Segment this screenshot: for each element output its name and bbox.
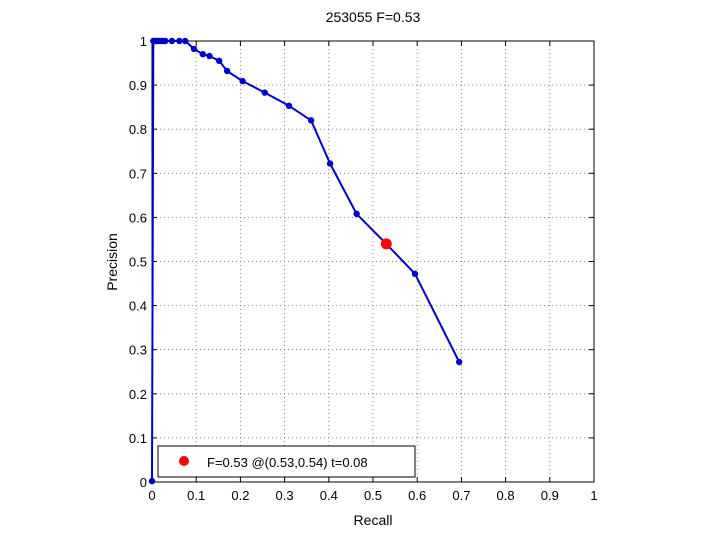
pr-curve-point bbox=[162, 37, 169, 45]
x-axis-label: Recall bbox=[354, 512, 393, 528]
x-tick-label: 0.8 bbox=[497, 488, 515, 503]
pr-curve-point bbox=[199, 51, 207, 58]
y-tick-label: 0.9 bbox=[129, 78, 147, 93]
pr-curve-point bbox=[307, 117, 315, 124]
pr-curve-point bbox=[326, 160, 334, 167]
best-f-marker-group bbox=[380, 238, 392, 250]
pr-curve-point bbox=[455, 358, 463, 366]
best-f-marker bbox=[380, 238, 392, 250]
x-tick-label: 0.3 bbox=[276, 488, 294, 503]
legend-marker bbox=[179, 456, 189, 466]
x-tick-label: 0.2 bbox=[231, 488, 249, 503]
x-tick-label: 0.9 bbox=[541, 488, 559, 503]
legend-box bbox=[157, 445, 416, 478]
y-axis-label: Precision bbox=[104, 233, 120, 291]
chart-title: 253055 F=0.53 bbox=[326, 9, 421, 25]
y-tick-label: 0.6 bbox=[129, 210, 147, 225]
x-tick-label: 0.5 bbox=[364, 488, 382, 503]
x-tick-label: 0.1 bbox=[187, 488, 205, 503]
pr-curve bbox=[148, 37, 463, 485]
pr-curve-point bbox=[168, 37, 176, 45]
y-tick-label: 1 bbox=[140, 34, 147, 49]
y-tick-label: 0.2 bbox=[129, 387, 147, 402]
pr-curve-point bbox=[353, 210, 360, 218]
axis-ticks: 0 0.1 0.2 0.3 0.4 0.5 0.6 0.7 0.8 0.9 1 0 0.1 0.2 0.3 0… bbox=[129, 34, 598, 503]
y-tick-label: 0.7 bbox=[129, 166, 147, 181]
x-tick-label: 0 bbox=[148, 488, 155, 503]
pr-curve-point bbox=[285, 102, 293, 110]
pr-curve-point bbox=[190, 45, 198, 53]
y-tick-label: 0.8 bbox=[129, 122, 147, 137]
pr-curve-point bbox=[261, 89, 268, 96]
y-tick-label: 0 bbox=[140, 475, 147, 490]
pr-curve-point bbox=[223, 67, 231, 75]
y-tick-label: 0.3 bbox=[129, 343, 147, 358]
grid-lines bbox=[152, 41, 594, 482]
pr-curve-point bbox=[239, 77, 246, 85]
x-tick-label: 0.4 bbox=[320, 488, 338, 503]
pr-curve-point bbox=[411, 270, 419, 278]
legend: F=0.53 @(0.53,0.54) t=0.08 bbox=[157, 445, 416, 478]
legend-text: F=0.53 @(0.53,0.54) t=0.08 bbox=[207, 455, 368, 470]
x-tick-label: 0.7 bbox=[452, 488, 470, 503]
y-tick-label: 0.1 bbox=[129, 431, 147, 446]
pr-curve-point bbox=[148, 477, 156, 485]
pr-curve-point bbox=[176, 37, 183, 45]
y-tick-label: 0.4 bbox=[129, 299, 147, 314]
pr-curve-point bbox=[215, 57, 223, 65]
y-tick-label: 0.5 bbox=[129, 255, 147, 270]
x-tick-label: 0.6 bbox=[408, 488, 426, 503]
pr-curve-point bbox=[181, 37, 189, 45]
x-tick-label: 1 bbox=[590, 488, 597, 503]
pr-curve-point bbox=[206, 52, 213, 60]
